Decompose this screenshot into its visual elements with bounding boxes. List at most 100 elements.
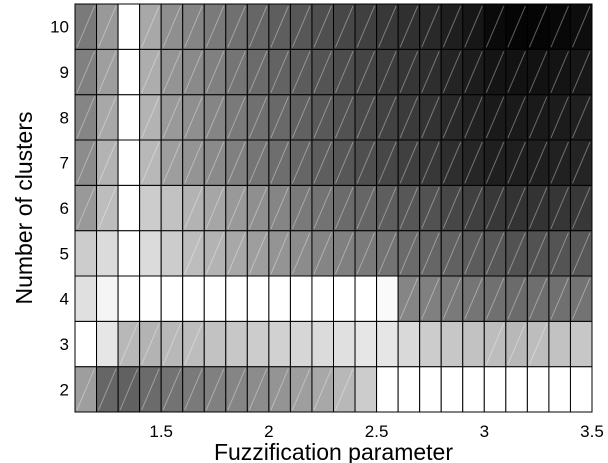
cell-hatch-line [485,187,505,229]
cell-hatch-line [248,96,268,139]
cell-hatch-line [335,368,354,411]
cell-hatch-line [571,277,591,320]
y-tick-label: 2 [60,380,69,399]
cell-hatch-line [550,141,569,184]
cell-hatch-line [335,232,354,275]
heatmap-cell [160,184,184,232]
cell-hatch-line [421,51,440,93]
cell-hatch-line [76,141,96,184]
heatmap-cell [117,184,141,232]
x-tick-label: 3.5 [580,422,604,441]
cell-hatch-line [421,141,440,184]
heatmap-cell [74,320,98,368]
cell-hatch-line [528,232,548,275]
cell-hatch-line [356,51,376,93]
cell-hatch-line [205,5,225,48]
cell-hatch-line [248,232,268,275]
cell-hatch-line [399,51,419,93]
cell-hatch-line [378,187,397,229]
cell-hatch-line [421,187,440,229]
cell-hatch-line [162,5,182,48]
cell-hatch-line [291,141,311,184]
cell-hatch-line [378,141,397,184]
y-tick-label: 10 [50,18,69,37]
cell-hatch-line [248,51,268,93]
cell-hatch-line [399,141,419,184]
cell-hatch-line [270,368,289,411]
cell-hatch-line [378,51,397,93]
cell-hatch-line [184,323,203,365]
cell-hatch-line [227,232,246,275]
heatmap-cell [182,275,205,322]
heatmap-cell [419,366,442,413]
cell-hatch-line [248,187,268,229]
cell-hatch-line [291,96,311,139]
cell-hatch-line [378,96,397,139]
cell-hatch-line [184,232,203,275]
cell-hatch-line [184,141,203,184]
heatmap-hatch [76,5,591,411]
cell-hatch-line [291,232,311,275]
cell-hatch-line [76,368,96,411]
y-tick-label: 3 [60,335,69,354]
cell-hatch-line [507,277,526,320]
cell-hatch-line [162,96,182,139]
cell-hatch-line [98,368,117,411]
cell-hatch-line [356,5,376,48]
cell-hatch-line [205,51,225,93]
heatmap-cell [333,320,356,368]
heatmap-cell [462,366,485,413]
heatmap-cell [117,48,141,96]
heatmap-cell [354,320,378,368]
y-tick-label: 4 [60,290,69,309]
cell-hatch-line [270,141,289,184]
cell-hatch-line [313,96,332,139]
cell-hatch-line [291,368,311,411]
cell-hatch-line [442,232,462,275]
cell-hatch-line [141,96,160,139]
cell-hatch-line [313,368,332,411]
cell-hatch-line [442,141,462,184]
cell-hatch-line [227,141,246,184]
cell-hatch-line [162,51,182,93]
cell-hatch-line [205,187,225,229]
cell-hatch-line [528,187,548,229]
heatmap-cell [354,366,378,413]
cell-hatch-line [571,5,591,48]
cell-hatch-line [313,141,332,184]
heatmap-cell [397,320,421,368]
cell-hatch-line [485,277,505,320]
cell-hatch-line [141,51,160,93]
heatmap-cell [419,320,442,368]
heatmap-cell [483,366,507,413]
cell-hatch-line [184,51,203,93]
cell-hatch-line [227,187,246,229]
cell-hatch-line [162,141,182,184]
heatmap-cell [246,320,270,368]
cell-hatch-line [399,232,419,275]
cell-hatch-line [399,277,419,320]
cell-hatch-line [98,51,117,93]
cell-hatch-line [98,187,117,229]
cell-hatch-line [485,323,505,365]
heatmap-cell [311,275,334,322]
heatmap-cell [333,275,356,322]
cell-hatch-line [571,232,591,275]
cell-hatch-line [141,141,160,184]
cell-hatch-line [507,51,526,93]
heatmap-cell [548,320,571,368]
heatmap-cells [74,3,593,413]
y-tick-label: 8 [60,108,69,127]
cell-hatch-line [442,5,462,48]
cell-hatch-line [442,51,462,93]
cell-hatch-line [248,5,268,48]
cell-hatch-line [291,5,311,48]
cell-hatch-line [141,5,160,48]
heatmap-cell [354,275,378,322]
cell-hatch-line [571,96,591,139]
cell-hatch-line [485,141,505,184]
heatmap-cell [526,366,550,413]
cell-hatch-line [248,368,268,411]
heatmap-cell [117,94,141,141]
cell-hatch-line [141,368,160,411]
